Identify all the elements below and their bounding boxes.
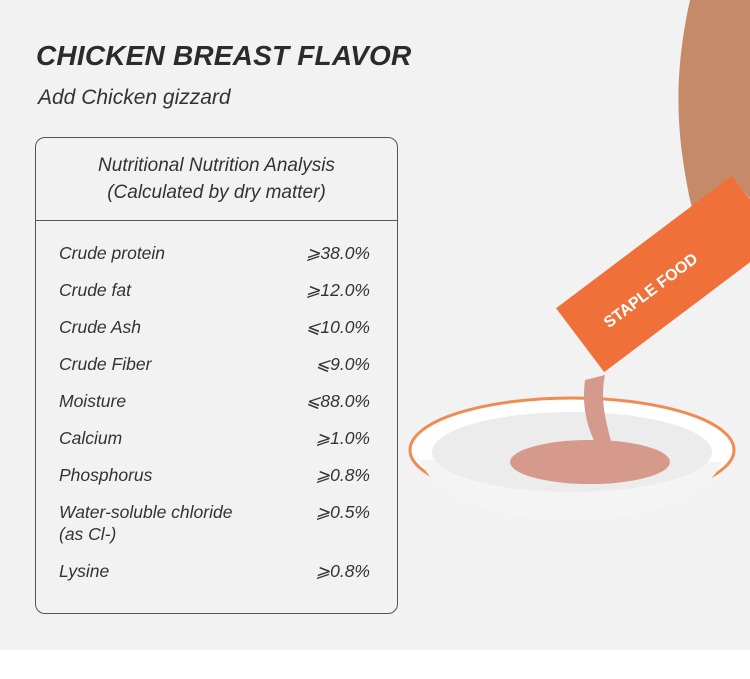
nutrition-row: Calcium ⩾1.0%	[59, 427, 370, 449]
nutrient-value: ⩽10.0%	[305, 317, 370, 337]
pouch: STAPLE FOOD	[556, 175, 750, 373]
nutrient-label: Water-soluble chloride (as Cl-)	[59, 502, 233, 544]
nutrient-label: Crude protein	[59, 243, 166, 263]
nutrient-label: Crude Ash	[59, 317, 142, 337]
nutrition-rows: Crude protein ⩾38.0% Crude fat ⩾12.0% Crude …	[59, 242, 370, 597]
bowl	[408, 375, 736, 521]
nutrition-row: Lysine ⩾0.8%	[59, 560, 370, 582]
nutrition-row: Crude Ash ⩽10.0%	[59, 316, 370, 338]
nutrition-row: Phosphorus ⩾0.8%	[59, 464, 370, 486]
nutrient-label: Crude fat	[59, 280, 131, 300]
nutrient-label: Phosphorus	[59, 465, 153, 485]
nutrient-label: Crude Fiber	[59, 354, 152, 374]
nutrient-label: Calcium	[59, 428, 123, 448]
header-line-2: (Calculated by dry matter)	[107, 182, 326, 203]
nutrient-value: ⩾0.5%	[315, 502, 370, 522]
subtitle: Add Chicken gizzard	[38, 86, 231, 109]
nutrient-value: ⩾38.0%	[305, 243, 370, 263]
nutrition-row: Moisture ⩽88.0%	[59, 390, 370, 412]
nutrient-value: ⩾0.8%	[315, 465, 370, 485]
nutrient-value: ⩾0.8%	[315, 561, 370, 581]
nutrition-table: Nutritional Nutrition Analysis (Calculat…	[35, 137, 398, 614]
nutrient-value: ⩾12.0%	[305, 280, 370, 300]
nutrient-value: ⩽9.0%	[315, 354, 370, 374]
nutrient-label: Moisture	[59, 391, 127, 411]
product-photo: STAPLE FOOD	[408, 0, 750, 521]
nutrition-row: Crude protein ⩾38.0%	[59, 242, 370, 264]
nutrient-value: ⩾1.0%	[315, 428, 370, 448]
page-title: CHICKEN BREAST FLAVOR	[36, 40, 412, 71]
header-line-1: Nutritional Nutrition Analysis	[98, 155, 335, 176]
nutrient-value: ⩽88.0%	[305, 391, 370, 411]
nutrition-row: Crude fat ⩾12.0%	[59, 279, 370, 301]
nutrition-row: Crude Fiber ⩽9.0%	[59, 353, 370, 375]
nutrient-label: Lysine	[59, 561, 110, 581]
nutrition-table-header: Nutritional Nutrition Analysis (Calculat…	[36, 138, 397, 221]
nutrition-row: Water-soluble chloride (as Cl-) ⩾0.5%	[59, 501, 370, 545]
